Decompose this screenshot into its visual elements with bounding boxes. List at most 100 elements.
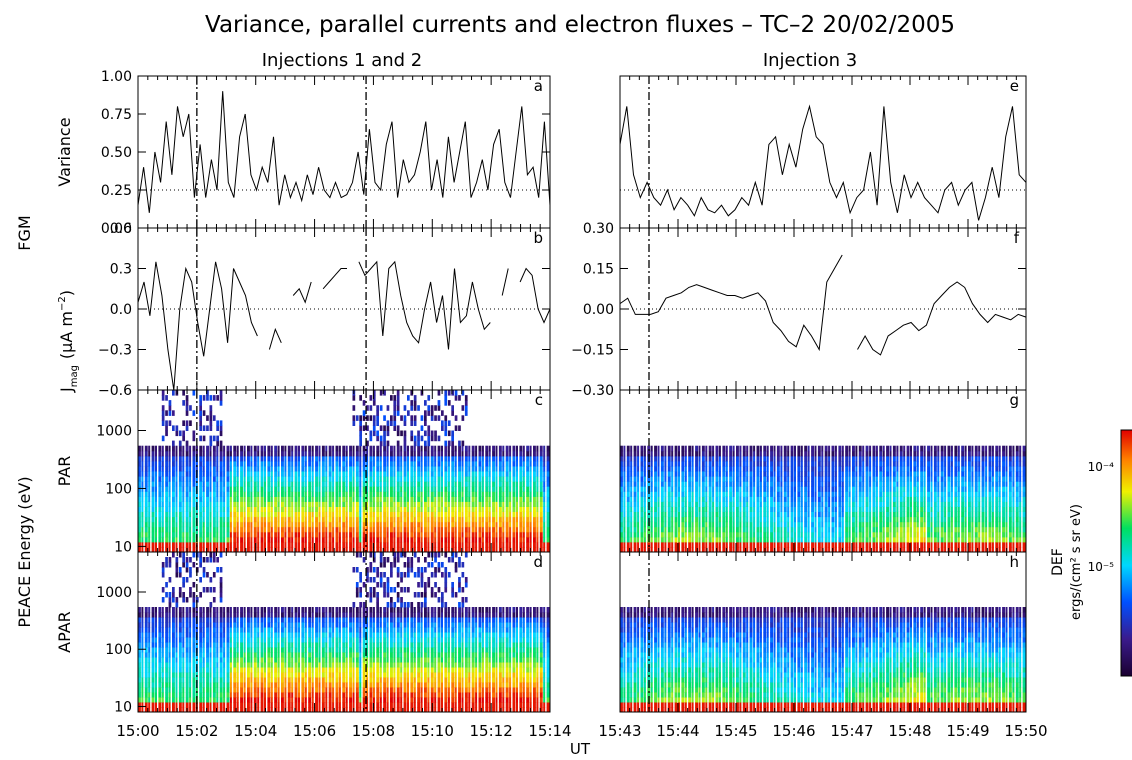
heatmap-cell xyxy=(233,707,237,713)
heatmap-cell xyxy=(185,692,189,698)
heatmap-cell xyxy=(250,546,253,553)
heatmap-cell xyxy=(165,637,169,643)
heatmap-cell xyxy=(386,450,389,457)
heatmap-cell xyxy=(270,536,273,543)
heatmap-cell xyxy=(172,677,175,683)
heatmap-cell xyxy=(291,702,294,708)
heatmap-cell xyxy=(304,471,307,477)
heatmap-cell xyxy=(386,632,389,638)
heatmap-cell xyxy=(161,516,164,523)
heatmap-cell xyxy=(498,496,502,502)
heatmap-cell xyxy=(413,460,416,467)
heatmap-cell xyxy=(454,546,457,553)
heatmap-cell xyxy=(372,682,375,688)
heatmap-cell xyxy=(338,642,341,648)
heatmap-cell xyxy=(294,476,298,482)
heatmap-cell xyxy=(216,501,219,507)
heatmap-cell xyxy=(424,486,427,492)
heatmap-cell xyxy=(168,637,171,643)
heatmap-cell xyxy=(362,521,366,528)
heatmap-cell xyxy=(529,506,532,512)
heatmap-cell xyxy=(410,707,414,713)
heatmap-cell xyxy=(236,445,239,452)
heatmap-cell xyxy=(328,511,332,518)
heatmap-cell xyxy=(212,496,216,502)
heatmap-cell xyxy=(349,622,352,628)
heatmap-cell xyxy=(206,627,209,633)
heatmap-cell xyxy=(138,617,141,623)
heatmap-cell xyxy=(226,541,230,548)
heatmap-cell xyxy=(492,546,495,553)
heatmap-cell xyxy=(362,647,366,653)
heatmap-cell xyxy=(335,491,339,497)
heatmap-cell xyxy=(400,445,403,452)
heatmap-cell xyxy=(138,526,141,533)
heatmap-cell xyxy=(311,617,314,623)
heatmap-cell xyxy=(291,455,294,462)
heatmap-cell xyxy=(195,450,198,457)
heatmap-cell xyxy=(172,657,175,663)
heatmap-cell xyxy=(298,627,300,633)
heatmap-cell xyxy=(298,607,300,613)
heatmap-cell xyxy=(492,541,495,548)
heatmap-cell xyxy=(233,516,237,523)
heatmap-cell xyxy=(291,632,294,638)
heatmap-cell xyxy=(376,521,380,528)
heatmap-cell xyxy=(468,460,471,467)
heatmap-cell xyxy=(240,652,243,658)
heatmap-cell xyxy=(264,501,266,507)
heatmap-cell xyxy=(202,471,205,477)
heatmap-cell xyxy=(328,496,332,502)
heatmap-cell xyxy=(172,460,175,467)
heatmap-cell xyxy=(509,536,512,543)
heatmap-cell xyxy=(277,682,280,688)
heatmap-cell xyxy=(338,546,341,553)
heatmap-cell xyxy=(325,516,328,523)
heatmap-cell xyxy=(488,486,491,492)
heatmap-cell xyxy=(522,450,525,457)
heatmap-cell xyxy=(199,521,203,528)
heatmap-cell xyxy=(284,516,287,523)
heatmap-cell xyxy=(219,501,223,507)
heatmap-cell xyxy=(451,471,455,477)
heatmap-cell xyxy=(165,536,169,543)
heatmap-cell xyxy=(492,486,495,492)
heatmap-cell xyxy=(328,476,332,482)
heatmap-cell xyxy=(451,460,455,467)
heatmap-cell xyxy=(240,657,243,663)
heatmap-cell xyxy=(202,521,205,528)
heatmap-cell xyxy=(301,501,305,507)
heatmap-cell xyxy=(451,511,455,518)
heatmap-cell xyxy=(311,667,314,673)
heatmap-cell xyxy=(192,506,196,512)
heatmap-cell xyxy=(468,536,471,543)
heatmap-cell xyxy=(294,667,298,673)
heatmap-cell xyxy=(539,511,543,518)
heatmap-cell xyxy=(318,677,321,683)
heatmap-cell xyxy=(148,531,151,538)
heatmap-cell xyxy=(284,511,287,518)
heatmap-cell xyxy=(243,546,246,553)
heatmap-cell xyxy=(536,476,539,482)
heatmap-cell xyxy=(441,445,443,452)
heatmap-cell xyxy=(175,687,178,693)
heatmap-cell xyxy=(471,541,475,548)
heatmap-cell xyxy=(168,400,172,406)
heatmap-cell xyxy=(287,481,291,487)
heatmap-cell xyxy=(318,516,321,523)
heatmap-cell xyxy=(294,471,298,477)
heatmap-cell xyxy=(264,672,266,678)
heatmap-cell xyxy=(417,450,421,457)
heatmap-cell xyxy=(505,516,509,523)
heatmap-cell xyxy=(536,471,539,477)
heatmap-cell xyxy=(212,607,216,613)
heatmap-cell xyxy=(240,511,243,518)
heatmap-cell xyxy=(209,602,213,608)
heatmap-cell xyxy=(400,506,403,512)
heatmap-cell xyxy=(141,450,144,457)
heatmap-cell xyxy=(427,455,430,462)
heatmap-cell xyxy=(240,450,243,457)
heatmap-cell xyxy=(267,622,271,628)
heatmap-cell xyxy=(522,491,525,497)
heatmap-cell xyxy=(335,511,339,518)
